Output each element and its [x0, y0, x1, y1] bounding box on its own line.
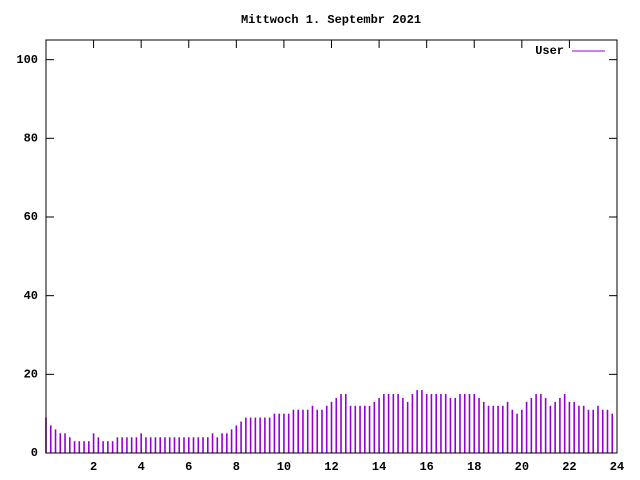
x-tick-label: 24 [610, 460, 624, 474]
x-tick-label: 16 [419, 460, 433, 474]
x-tick-label: 4 [138, 460, 145, 474]
x-tick-label: 20 [515, 460, 529, 474]
x-tick-label: 6 [185, 460, 192, 474]
y-tick-label: 100 [16, 53, 38, 67]
x-tick-label: 8 [233, 460, 240, 474]
legend-label: User [535, 44, 564, 58]
plot-border [45, 39, 618, 454]
x-tick-label: 10 [277, 460, 291, 474]
y-tick-label: 0 [31, 446, 38, 460]
x-tick-label: 18 [467, 460, 481, 474]
x-tick-label: 2 [90, 460, 97, 474]
y-tick-label: 20 [24, 368, 38, 382]
x-tick-label: 14 [372, 460, 386, 474]
y-tick-label: 40 [24, 289, 38, 303]
chart-title: Mittwoch 1. Septembr 2021 [241, 13, 421, 27]
y-tick-label: 80 [24, 132, 38, 146]
x-tick-label: 22 [562, 460, 576, 474]
x-tick-label: 12 [324, 460, 338, 474]
y-tick-label: 60 [24, 210, 38, 224]
